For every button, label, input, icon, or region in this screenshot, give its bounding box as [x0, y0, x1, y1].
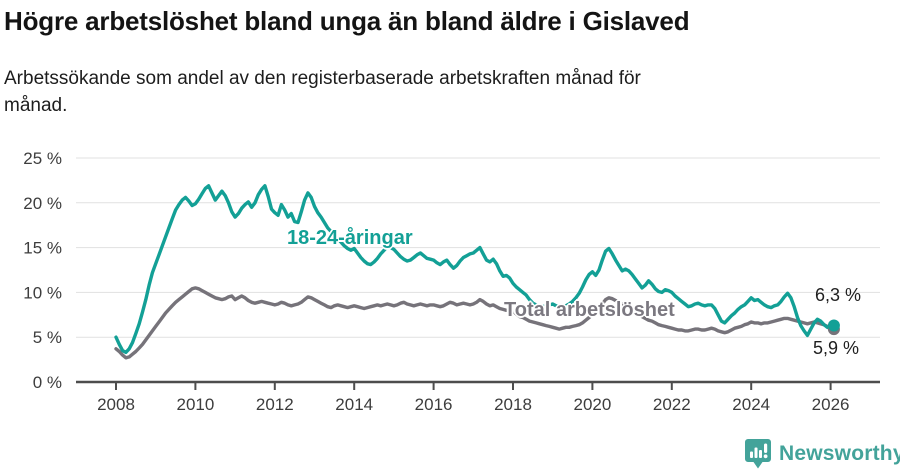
series-label-youth: 18-24-åringar: [287, 227, 413, 249]
end-value-label-youth: 6,3 %: [815, 285, 862, 305]
brand-name: Newsworthy: [779, 442, 900, 465]
subtitle-line-1: Arbetssökande som andel av den registerb…: [4, 68, 641, 89]
x-axis-label-2018: 2018: [494, 395, 532, 414]
x-axis-label-2014: 2014: [335, 395, 373, 414]
end-dot-18-24-ringar: [827, 319, 840, 332]
x-axis-label-2026: 2026: [812, 395, 850, 414]
line-18-24-ringar: [114, 184, 836, 355]
bar-chart-speech-bubble-icon: [745, 439, 771, 469]
y-axis-label-10: 10 %: [23, 283, 62, 302]
y-axis-label-20: 20 %: [23, 194, 62, 213]
x-axis-label-2010: 2010: [176, 395, 214, 414]
x-axis-label-2008: 2008: [97, 395, 135, 414]
page-title: Högre arbetslöshet bland unga än bland ä…: [4, 6, 690, 36]
x-axis-label-2016: 2016: [415, 395, 453, 414]
y-axis-label-25: 25 %: [23, 149, 62, 168]
y-axis-label-0: 0 %: [33, 373, 62, 392]
line-total-arbetsl-shet: [114, 286, 836, 360]
subtitle-line-2: månad.: [4, 94, 68, 116]
x-axis-label-2012: 2012: [256, 395, 294, 414]
newsworthy-logo: Newsworthy: [744, 438, 900, 470]
end-value-label-total: 5,9 %: [813, 338, 860, 358]
series-label-total: Total arbetslöshet: [504, 299, 675, 321]
y-axis-label-15: 15 %: [23, 239, 62, 258]
line-chart-plot: 0 % 5 % 10 % 15 % 20 % 25 % 2008 2010 2012 2014 20…: [23, 149, 880, 414]
x-axis-label-2022: 2022: [653, 395, 691, 414]
y-axis-label-5: 5 %: [33, 328, 62, 347]
chart-subtitle: Arbetssökande som andel av den registerb…: [4, 66, 864, 120]
x-axis-label-2024: 2024: [732, 395, 770, 414]
x-axis-label-2020: 2020: [573, 395, 611, 414]
